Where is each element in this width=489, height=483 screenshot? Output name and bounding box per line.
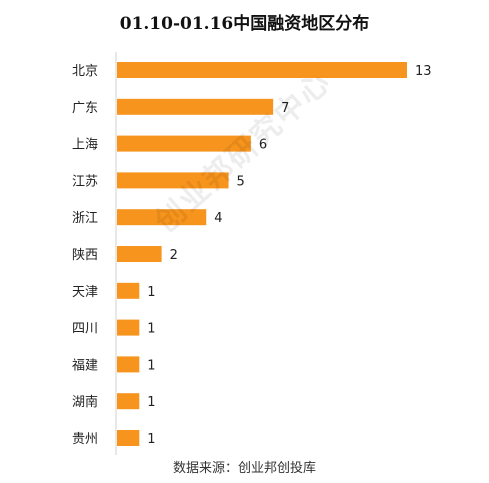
value-label: 1: [147, 358, 155, 373]
category-label: 陕西: [72, 248, 98, 263]
category-label: 贵州: [72, 432, 98, 447]
bar: [117, 62, 407, 78]
source-note: 数据来源：创业邦创投库: [172, 461, 316, 476]
bar: [117, 135, 251, 152]
bar: [117, 172, 229, 189]
category-label: 上海: [72, 138, 98, 153]
value-label: 1: [147, 285, 155, 300]
value-label: 13: [415, 64, 432, 79]
chart-title: 01.10-01.16中国融资地区分布: [119, 14, 370, 34]
bar: [117, 393, 140, 410]
bar: [117, 209, 207, 226]
bar: [117, 319, 140, 336]
value-label: 5: [237, 174, 245, 189]
category-label: 北京: [72, 64, 98, 79]
category-label: 四川: [72, 322, 98, 337]
bar: [117, 282, 140, 299]
bar: [117, 430, 140, 446]
value-label: 1: [147, 322, 155, 337]
value-label: 6: [259, 138, 267, 153]
category-label: 湖南: [72, 394, 98, 410]
value-label: 7: [281, 101, 289, 116]
category-label: 天津: [72, 285, 98, 300]
category-label: 福建: [72, 358, 98, 373]
category-label: 浙江: [72, 211, 98, 226]
value-label: 1: [147, 432, 155, 447]
bar: [117, 246, 162, 262]
bar: [117, 356, 140, 373]
value-label: 2: [170, 248, 178, 263]
category-label: 江苏: [72, 173, 98, 189]
category-label: 广东: [72, 101, 98, 116]
bar: [117, 98, 274, 115]
value-label: 1: [147, 395, 155, 410]
value-label: 4: [214, 211, 222, 226]
